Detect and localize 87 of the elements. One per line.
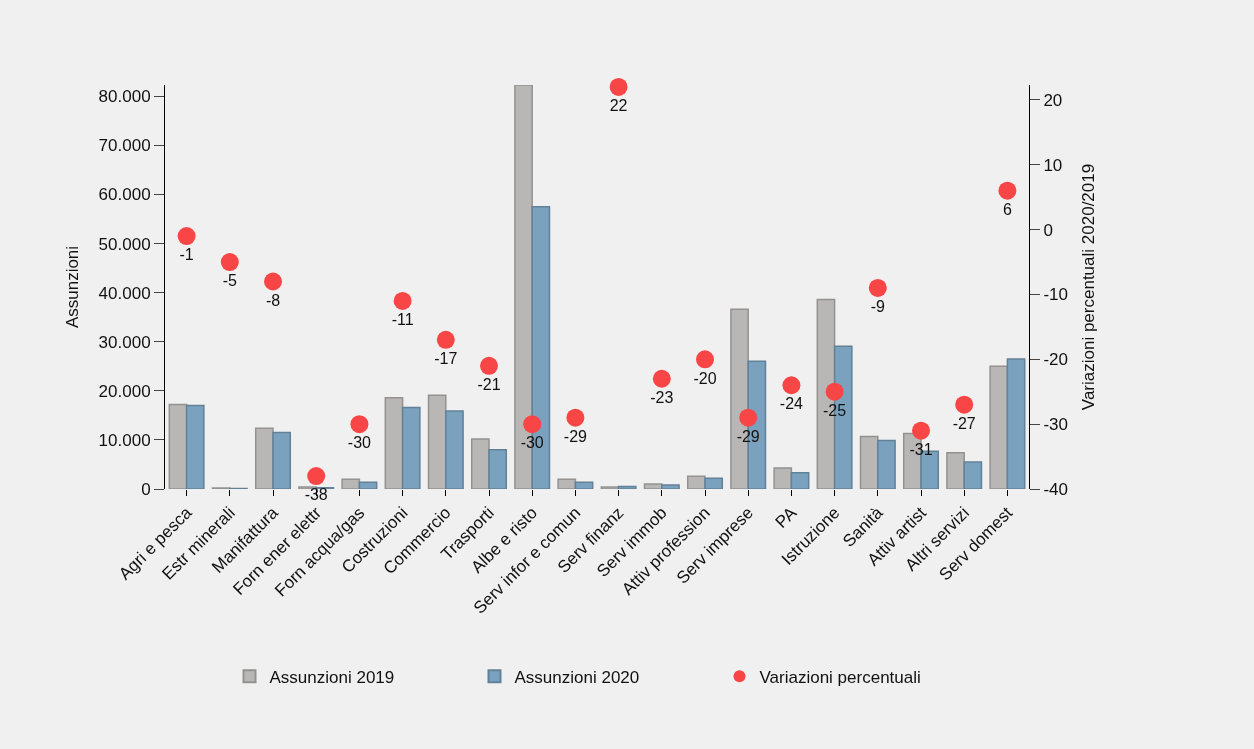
bar: [384, 396, 404, 489]
data-label: -29: [736, 427, 760, 445]
y2-tick-label: -20: [1043, 350, 1068, 370]
bar: [859, 435, 879, 489]
bar: [617, 485, 637, 489]
bar: [661, 484, 680, 489]
data-label: -31: [909, 440, 933, 458]
point: [825, 382, 844, 401]
point: [912, 421, 930, 440]
bar: [427, 394, 447, 489]
point: [998, 181, 1017, 200]
data-label: -8: [265, 291, 281, 309]
point: [393, 291, 412, 310]
y2-tick-label: -40: [1043, 479, 1068, 499]
y-tick-label: 70.000: [98, 136, 151, 156]
y-tick-label: 10.000: [98, 430, 151, 450]
point: [177, 227, 196, 246]
y-tick-label: 0: [141, 479, 151, 499]
y2-tick-label: 10: [1043, 155, 1063, 175]
bar: [704, 477, 724, 489]
data-label: -27: [952, 414, 976, 432]
point: [307, 467, 326, 486]
y2-axis-title: Variazioni percentuali 2020/2019: [1079, 163, 1099, 411]
data-label: -30: [347, 434, 372, 452]
y2-tick-label: 20: [1043, 90, 1063, 110]
point: [350, 415, 369, 434]
legend-label: Assunzioni 2019: [269, 667, 395, 687]
bar: [773, 467, 793, 489]
data-label: -21: [477, 376, 501, 394]
data-label: -30: [520, 434, 544, 452]
legend-label: Assunzioni 2020: [514, 667, 640, 687]
bar: [470, 438, 490, 489]
y-tick-label: 50.000: [98, 234, 151, 254]
y-tick-label: 40.000: [98, 283, 151, 303]
legend-label: Variazioni percentuali: [759, 667, 921, 687]
y-tick-label: 20.000: [98, 381, 151, 401]
point: [523, 415, 542, 434]
y2-tick-label: 0: [1043, 220, 1053, 240]
point: [220, 253, 239, 272]
data-label: -17: [434, 350, 458, 368]
data-label: -11: [391, 311, 414, 329]
data-label: -24: [779, 395, 804, 413]
point: [436, 330, 455, 349]
bar: [686, 475, 706, 489]
data-label: 6: [1002, 200, 1012, 218]
data-label: -1: [179, 246, 194, 264]
bar: [946, 451, 965, 489]
point: [955, 395, 974, 414]
bar: [989, 365, 1009, 489]
bar: [557, 478, 577, 489]
bar: [643, 483, 663, 489]
point: [264, 272, 282, 291]
data-label: -5: [222, 272, 238, 290]
point: [782, 376, 801, 395]
data-label: -9: [870, 298, 886, 316]
bar: [445, 410, 464, 489]
point: [868, 278, 887, 297]
point: [739, 408, 758, 427]
y-axis-title: Assunzioni: [63, 245, 83, 329]
y2-tick-label: -10: [1043, 285, 1068, 305]
bar: [401, 406, 421, 489]
bar: [185, 404, 205, 489]
point: [609, 77, 628, 96]
y2-tick-label: -30: [1043, 415, 1068, 435]
point: [566, 408, 585, 427]
data-label: -23: [650, 389, 674, 407]
point: [652, 369, 671, 388]
bar: [790, 472, 810, 489]
bar: [963, 461, 983, 489]
bar: [272, 431, 292, 489]
y-tick-label: 60.000: [98, 185, 151, 205]
y-tick-label: 30.000: [98, 332, 151, 352]
bar: [168, 403, 188, 489]
bar: [877, 439, 896, 489]
bar: [254, 427, 274, 489]
bar: [341, 478, 361, 489]
bar: [358, 481, 378, 489]
data-label: -29: [563, 427, 588, 445]
bar: [574, 481, 594, 489]
data-label: 22: [609, 97, 628, 115]
bar: [488, 448, 508, 489]
data-label: -25: [823, 401, 847, 419]
y-tick-label: 80.000: [98, 87, 151, 107]
bar: [1006, 358, 1026, 489]
point: [480, 356, 498, 375]
point: [696, 350, 714, 369]
data-label: -20: [693, 369, 717, 387]
